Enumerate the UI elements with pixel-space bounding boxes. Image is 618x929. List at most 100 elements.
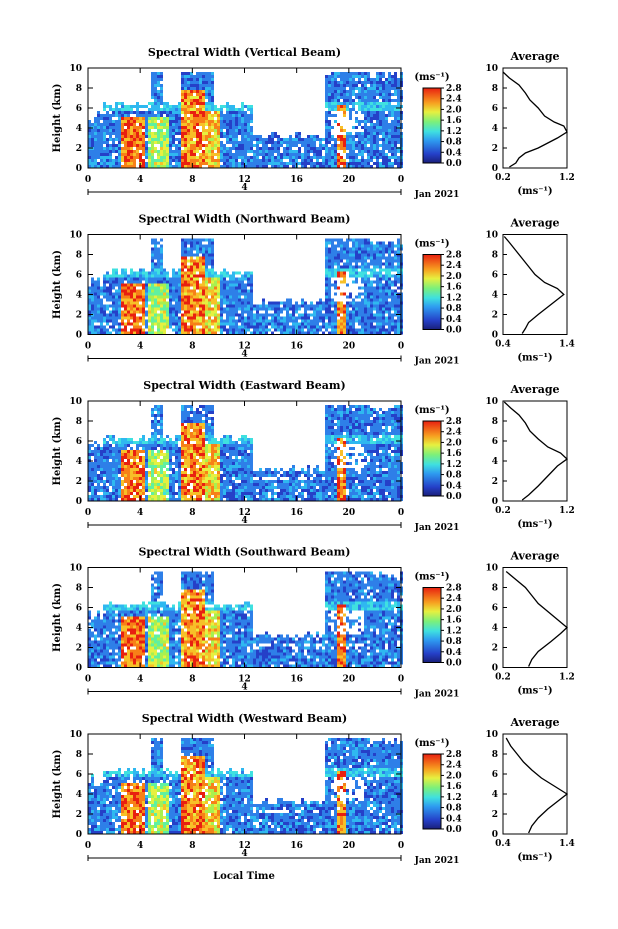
heatmap-cell <box>331 90 334 93</box>
heatmap-cell <box>370 310 373 314</box>
heatmap-cell <box>256 322 259 326</box>
heatmap-cell <box>370 159 373 162</box>
heatmap-cell <box>361 90 364 93</box>
heatmap-cell <box>175 108 178 111</box>
heatmap-cell <box>172 135 175 138</box>
heatmap-cell <box>229 159 232 162</box>
heatmap-cell <box>376 108 379 111</box>
heatmap-cell <box>217 120 220 123</box>
heatmap-cell <box>397 301 400 305</box>
heatmap-cell <box>160 313 163 317</box>
heatmap-cell <box>280 316 283 320</box>
heatmap-cell <box>385 84 388 87</box>
heatmap-cell <box>352 81 355 84</box>
heatmap-cell <box>244 135 247 138</box>
heatmap-cell <box>328 292 331 296</box>
heatmap-cell <box>250 105 253 108</box>
heatmap-cell <box>337 123 340 126</box>
heatmap-cell <box>307 325 310 329</box>
heatmap-cell <box>142 159 145 162</box>
y-tick-label: 6 <box>76 271 82 281</box>
heatmap-cell <box>127 108 130 111</box>
heatmap-cell <box>265 310 268 314</box>
heatmap-cell <box>226 132 229 135</box>
heatmap-cell <box>223 156 226 159</box>
heatmap-cell <box>157 75 160 78</box>
heatmap-cell <box>184 307 187 311</box>
heatmap-cell <box>364 325 367 329</box>
heatmap-cell <box>253 165 256 168</box>
heatmap-cell <box>187 126 190 129</box>
heatmap-cell <box>130 316 133 320</box>
heatmap-cell <box>202 90 205 93</box>
heatmap-cell <box>157 271 160 275</box>
heatmap-cell <box>217 117 220 120</box>
heatmap-cell <box>202 135 205 138</box>
heatmap-cell <box>181 328 184 332</box>
heatmap-cell <box>265 322 268 326</box>
heatmap-cell <box>142 477 145 480</box>
heatmap-cell <box>244 114 247 117</box>
heatmap-cell <box>268 156 271 159</box>
heatmap-cell <box>142 498 145 501</box>
heatmap-cell <box>334 271 337 275</box>
heatmap-cell <box>376 102 379 105</box>
heatmap-cell <box>169 459 172 462</box>
heatmap-cell <box>109 280 112 284</box>
heatmap-cell <box>382 298 385 302</box>
heatmap-cell <box>130 477 133 480</box>
heatmap-cell <box>250 138 253 141</box>
heatmap-cell <box>253 159 256 162</box>
heatmap-cell <box>97 129 100 132</box>
heatmap-cell <box>172 292 175 296</box>
heatmap-cell <box>268 328 271 332</box>
heatmap-cell <box>199 292 202 296</box>
heatmap-cell <box>340 307 343 311</box>
heatmap-cell <box>193 84 196 87</box>
heatmap-cell <box>145 456 148 459</box>
heatmap-cell <box>328 259 331 263</box>
heatmap-cell <box>304 307 307 311</box>
heatmap-cell <box>232 120 235 123</box>
heatmap-cell <box>361 72 364 75</box>
heatmap-cell <box>313 153 316 156</box>
heatmap-cell <box>202 250 205 254</box>
heatmap-cell <box>193 244 196 248</box>
heatmap-cell <box>118 441 121 444</box>
heatmap-cell <box>151 444 154 447</box>
heatmap-cell <box>223 280 226 284</box>
heatmap-cell <box>229 328 232 332</box>
heatmap-cell <box>199 262 202 266</box>
heatmap-cell <box>247 141 250 144</box>
heatmap-cell <box>112 480 115 483</box>
heatmap-cell <box>310 141 313 144</box>
heatmap-cell <box>397 96 400 99</box>
heatmap-cell <box>244 322 247 326</box>
heatmap-cell <box>343 244 346 248</box>
heatmap-cell <box>100 292 103 296</box>
heatmap-cell <box>103 310 106 314</box>
heatmap-cell <box>154 429 157 432</box>
heatmap-cell <box>121 328 124 332</box>
heatmap-cell <box>199 268 202 272</box>
heatmap-cell <box>250 286 253 290</box>
heatmap-cell <box>241 304 244 308</box>
heatmap-cell <box>151 483 154 486</box>
heatmap-cell <box>250 141 253 144</box>
heatmap-cell <box>109 283 112 287</box>
heatmap-cell <box>94 120 97 123</box>
heatmap-cell <box>169 465 172 468</box>
heatmap-cell <box>343 313 346 317</box>
heatmap-cell <box>340 268 343 272</box>
heatmap-cell <box>181 78 184 81</box>
heatmap-cell <box>349 75 352 78</box>
heatmap-cell <box>364 319 367 323</box>
heatmap-cell <box>163 138 166 141</box>
heatmap-cell <box>175 304 178 308</box>
date-label: Jan 2021 <box>414 190 460 200</box>
heatmap-cell <box>121 120 124 123</box>
heatmap-cell <box>148 150 151 153</box>
heatmap-cell <box>220 274 223 278</box>
heatmap-cell <box>337 325 340 329</box>
heatmap-cell <box>190 105 193 108</box>
